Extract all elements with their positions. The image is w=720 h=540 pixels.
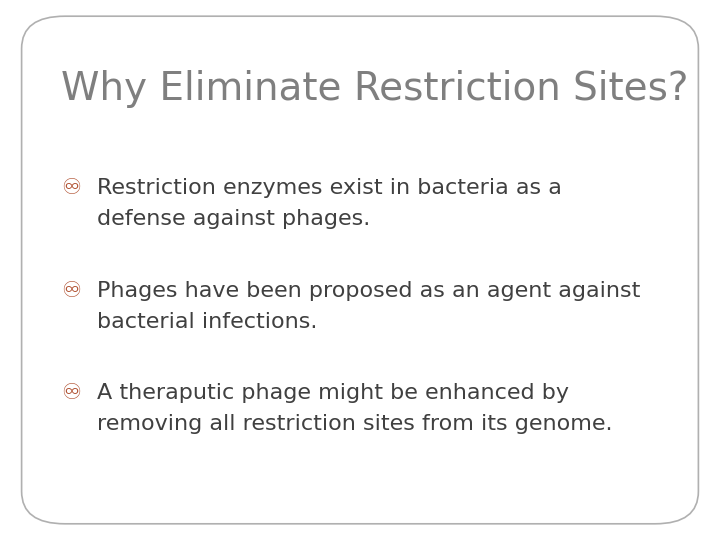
Text: Why Eliminate Restriction Sites?: Why Eliminate Restriction Sites? bbox=[61, 70, 689, 108]
Text: ♾: ♾ bbox=[61, 383, 81, 403]
Text: ♾: ♾ bbox=[61, 178, 81, 198]
Text: A theraputic phage might be enhanced by: A theraputic phage might be enhanced by bbox=[97, 383, 570, 403]
Text: bacterial infections.: bacterial infections. bbox=[97, 312, 318, 332]
FancyBboxPatch shape bbox=[22, 16, 698, 524]
Text: defense against phages.: defense against phages. bbox=[97, 209, 371, 229]
Text: Phages have been proposed as an agent against: Phages have been proposed as an agent ag… bbox=[97, 281, 641, 301]
Text: ♾: ♾ bbox=[61, 281, 81, 301]
Text: removing all restriction sites from its genome.: removing all restriction sites from its … bbox=[97, 414, 613, 434]
Text: Restriction enzymes exist in bacteria as a: Restriction enzymes exist in bacteria as… bbox=[97, 178, 562, 198]
